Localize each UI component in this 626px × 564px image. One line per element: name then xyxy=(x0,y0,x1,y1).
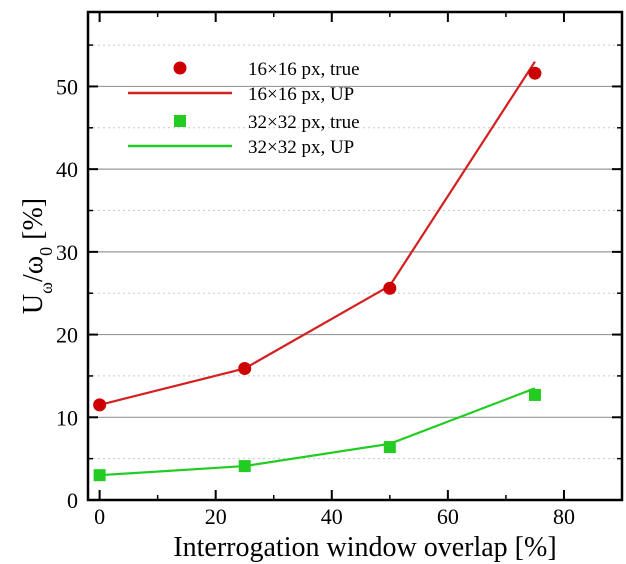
y-tick-label: 30 xyxy=(56,240,78,265)
y-axis-label-sub2: 0 xyxy=(36,247,56,256)
y-tick-label: 0 xyxy=(67,488,78,513)
x-tick-label: 0 xyxy=(94,504,105,529)
legend-label: 32×32 px, UP xyxy=(248,137,354,158)
series-line xyxy=(99,387,536,477)
x-tick-label: 20 xyxy=(205,504,227,529)
data-point-circle xyxy=(528,66,542,80)
data-point-circle xyxy=(383,281,397,295)
series-line xyxy=(99,61,536,406)
x-tick-label: 80 xyxy=(553,504,575,529)
y-axis-label: Uω/ω0 [%] xyxy=(18,198,56,314)
data-point-circle xyxy=(93,398,107,412)
legend-label: 32×32 px, true xyxy=(248,112,360,133)
legend-square-symbol xyxy=(174,115,186,127)
y-axis-label-unit: [%] xyxy=(18,198,49,247)
y-tick-label: 10 xyxy=(56,405,78,430)
x-tick-label: 40 xyxy=(321,504,343,529)
legend: 16×16 px, true 16×16 px, UP 32×32 px, true… xyxy=(128,59,360,158)
series-layer xyxy=(93,61,542,482)
data-point-square xyxy=(238,460,251,473)
legend-label: 16×16 px, true xyxy=(248,59,360,80)
data-point-circle xyxy=(238,361,252,375)
data-point-square xyxy=(93,469,106,482)
x-tick-label: 60 xyxy=(437,504,459,529)
y-tick-label: 50 xyxy=(56,74,78,99)
legend-circle-symbol xyxy=(173,61,187,75)
y-tick-label: 40 xyxy=(56,157,78,182)
grid xyxy=(88,44,622,460)
tick-labels: 0 20 40 60 80 0 10 20 30 40 50 xyxy=(56,74,575,529)
plot-frame xyxy=(86,10,624,502)
y-axis-label-main: U xyxy=(18,294,49,314)
ticks xyxy=(88,12,622,501)
data-point-square xyxy=(528,388,541,401)
legend-label: 16×16 px, UP xyxy=(248,84,354,105)
y-axis-label-sub1: ω xyxy=(36,282,56,294)
x-axis-label: Interrogation window overlap [%] xyxy=(173,532,556,563)
y-axis-label-mid: /ω xyxy=(18,256,49,282)
y-tick-label: 20 xyxy=(56,323,78,348)
data-point-square xyxy=(383,441,396,454)
